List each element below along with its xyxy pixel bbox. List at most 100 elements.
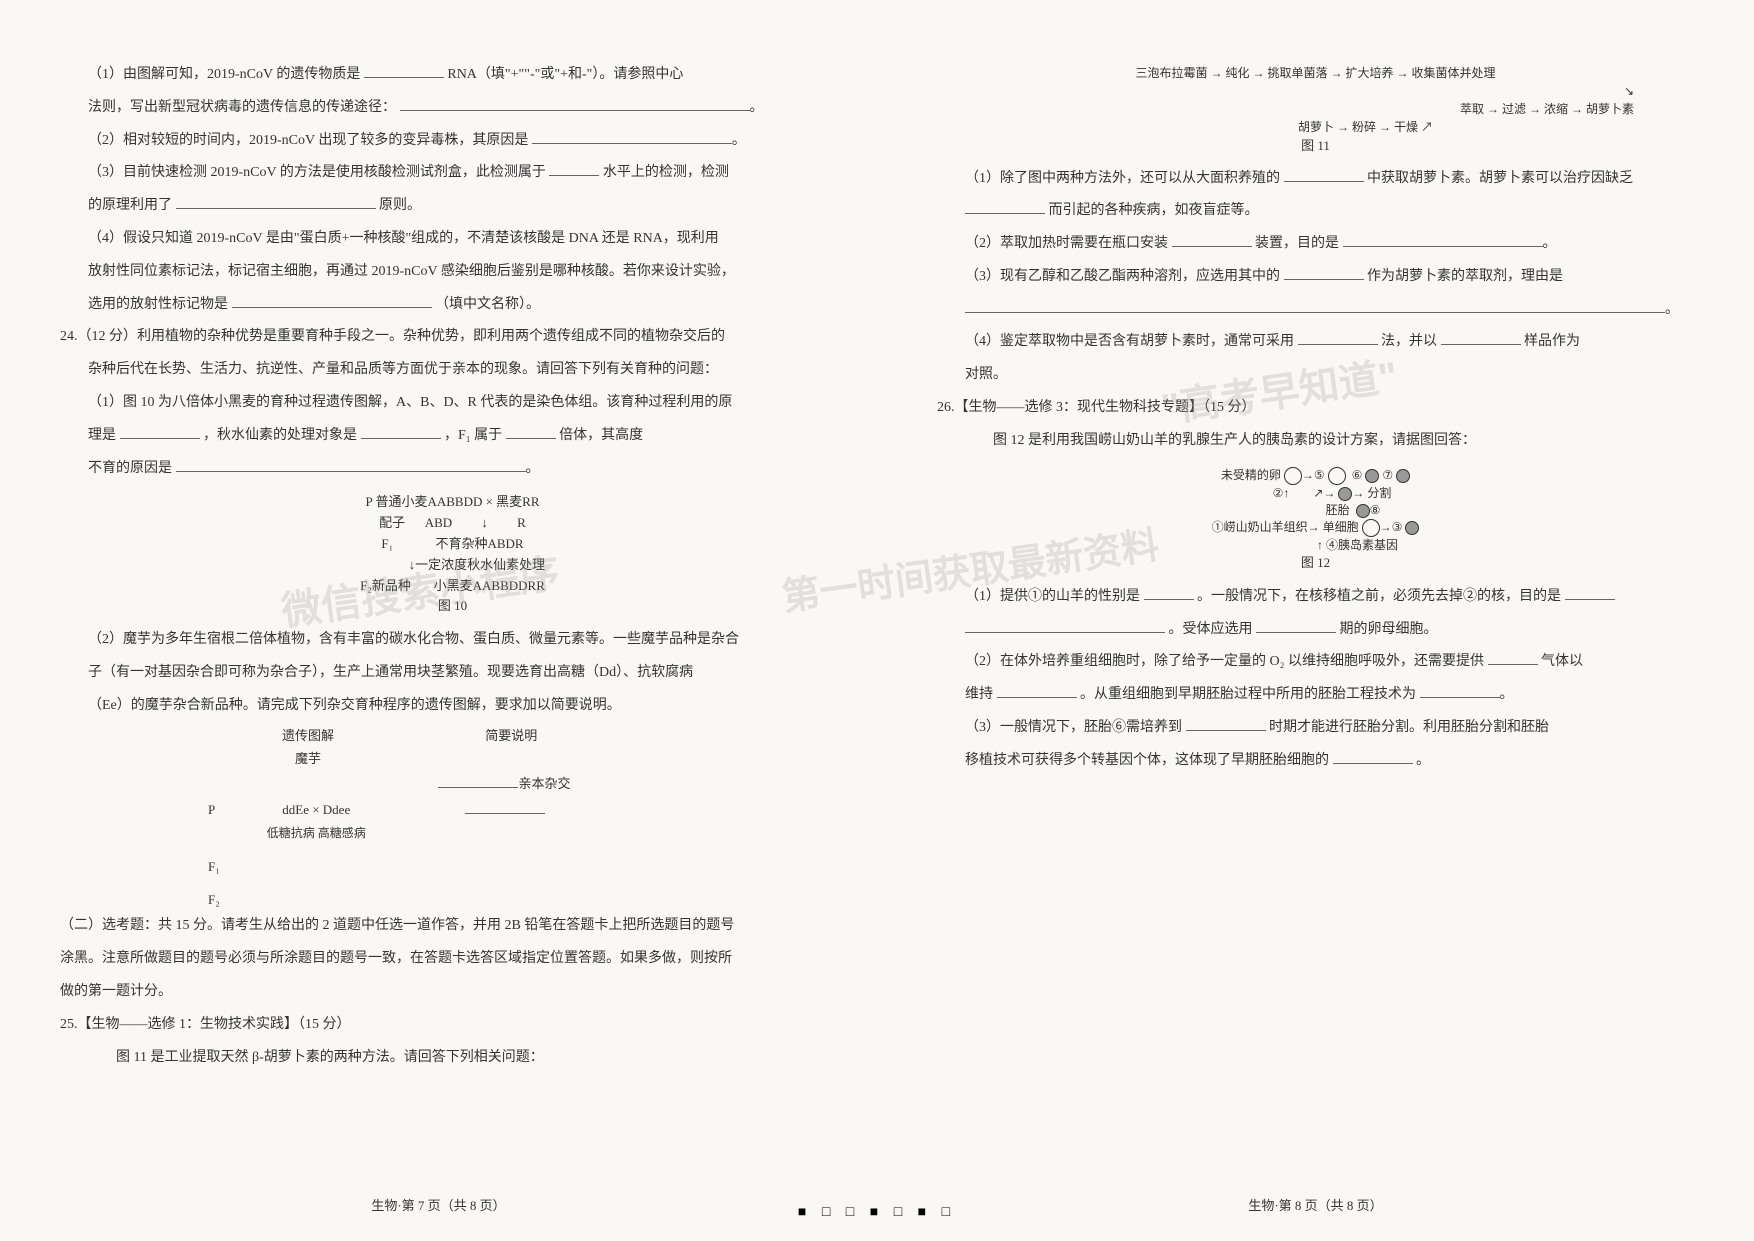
q26-1: （1）提供①的山羊的性别是 。一般情况下，在核移植之前，必须先去掉②的核，目的是 [965, 582, 1694, 613]
th1: 遗传图解 [208, 724, 408, 747]
q25-3: （3）现有乙醇和乙酸乙酯两种溶剂，应选用其中的 作为胡萝卜素的萃取剂，理由是 [965, 262, 1694, 293]
oval-icon [1362, 519, 1380, 537]
q25-4d: 对照。 [965, 360, 1694, 391]
d12-row4: ①崂山奶山羊组织→ 单细胞 →③ [937, 519, 1694, 537]
q25-intro: 图 11 是工业提取天然 β-胡萝卜素的两种方法。请回答下列相关问题： [60, 1043, 817, 1074]
text: ，F₁ 属于 [444, 428, 502, 443]
blank [1333, 746, 1413, 764]
blank [438, 770, 518, 788]
table-row0: 魔芋 [208, 747, 817, 770]
q24-block: （1）图 10 为八倍体小黑麦的育种过程遗传图解，A、B、D、R 代表的是染色体… [60, 388, 817, 912]
blank [400, 93, 750, 111]
blank [1144, 582, 1194, 600]
q26-1c: 。受体应选用 期的卵母细胞。 [965, 615, 1694, 646]
section2-h3: 做的第一题计分。 [60, 977, 817, 1008]
d12-row5: ↑ ④胰岛素基因 [937, 537, 1694, 554]
r1b: ddEe × Ddee [231, 798, 401, 821]
text: （3）目前快速检测 2019-nCoV 的方法是使用核酸检测试剂盒，此检测属于 [88, 165, 546, 180]
q26-2: （2）在体外培养重组细胞时，除了给予一定量的 O₂ 以维持细胞呼吸外，还需要提供… [965, 647, 1694, 678]
text: 而引起的各种疾病，如夜盲症等。 [1049, 203, 1259, 218]
blank [1186, 713, 1266, 731]
text: ，秋水仙素的处理对象是 [203, 428, 357, 443]
label: F₂新品种 [360, 578, 411, 593]
q25-4: （4）鉴定萃取物中是否含有胡萝卜素时，通常可采用 法，并以 样品作为 [965, 327, 1694, 358]
text: 选用的放射性标记物是 [88, 297, 228, 312]
oval-icon [1284, 467, 1302, 485]
q26-intro: 图 12 是利用我国崂山奶山羊的乳腺生产人的胰岛素的设计方案，请据图回答： [937, 426, 1694, 457]
q23-2: （2）相对较短的时间内，2019-nCoV 出现了较多的变异毒株，其原因是 。 [88, 126, 817, 157]
d11-r2: ↘萃取 → 过滤 → 浓缩 → 胡萝卜素 [937, 82, 1694, 118]
text: 时期才能进行胚胎分割。利用胚胎分割和胚胎 [1269, 720, 1549, 735]
circle-icon [1338, 487, 1352, 501]
page-marks: ■ □ □ ■ □ ■ □ [798, 1205, 956, 1221]
blank [1284, 164, 1364, 182]
q23-1a: （1）由图解可知，2019-nCoV 的遗传物质是 RNA（填"+""-"或"+… [88, 60, 817, 91]
circle-icon [1396, 469, 1410, 483]
q24-2a: （2）魔芋为多年生宿根二倍体植物，含有丰富的碳水化合物、蛋白质、微量元素等。一些… [88, 625, 817, 656]
blank [506, 421, 556, 439]
r3: F₂ [208, 888, 228, 911]
q26-3: （3）一般情况下，胚胎⑥需培养到 时期才能进行胚胎分割。利用胚胎分割和胚胎 [965, 713, 1694, 744]
table-row1: P ddEe × Ddee 亲本杂交 [208, 770, 817, 821]
table-header: 遗传图解 简要说明 [208, 724, 817, 747]
blank [1565, 582, 1615, 600]
r1c: 低糖抗病 高糖感病 [231, 823, 401, 845]
blank [1256, 615, 1336, 633]
blank [965, 295, 1665, 313]
text: 移植技术可获得多个转基因个体，这体现了早期胚胎细胞的 [965, 753, 1329, 768]
table-row3: F₂ [208, 888, 817, 911]
fig11-caption: 图 11 [937, 136, 1694, 156]
r2: F₁ [208, 855, 228, 878]
text: （3）一般情况下，胚胎⑥需培养到 [965, 720, 1182, 735]
q24-2b: 子（有一对基因杂合即可称为杂合子），生产上通常用块茎繁殖。现要选育出高糖（Dd）… [88, 658, 817, 689]
q26-3c: 移植技术可获得多个转基因个体，这体现了早期胚胎细胞的 。 [965, 746, 1694, 777]
q24-1b: 理是 ，秋水仙素的处理对象是 ，F₁ 属于 倍体，其高度 [88, 421, 817, 452]
blank [232, 290, 432, 308]
blank [1298, 327, 1378, 345]
blank [1343, 229, 1543, 247]
text: 作为胡萝卜素的萃取剂，理由是 [1367, 269, 1563, 284]
blank [176, 191, 376, 209]
section2-h1: （二）选考题：共 15 分。请考生从给出的 2 道题中任选一道作答，并用 2B … [60, 911, 817, 942]
text: 法，并以 [1381, 334, 1437, 349]
q25-3b: 。 [965, 295, 1694, 326]
d10-r2: 配子 ABD ↓ R [88, 513, 817, 534]
text: 理是 [88, 428, 116, 443]
text: （2）相对较短的时间内，2019-nCoV 出现了较多的变异毒株，其原因是 [88, 133, 528, 148]
text: 原则。 [379, 198, 421, 213]
q24-2c: （Ee）的魔芋杂合新品种。请完成下列杂交育种程序的遗传图解，要求加以简要说明。 [88, 691, 817, 722]
d11-r1: 三泡布拉霉菌 → 纯化 → 挑取单菌落 → 扩大培养 → 收集菌体并处理 [937, 64, 1694, 82]
text: （1）由图解可知，2019-nCoV 的遗传物质是 [88, 67, 360, 82]
fig12-caption: 图 12 [937, 554, 1694, 572]
q26-2c: 维持 。从重组细胞到早期胚胎过程中所用的胚胎工程技术为 。 [965, 680, 1694, 711]
blank [965, 615, 1165, 633]
text: 维持 [965, 687, 993, 702]
text: 期的卵母细胞。 [1340, 622, 1438, 637]
text: （4）鉴定萃取物中是否含有胡萝卜素时，通常可采用 [965, 334, 1294, 349]
figure-11: 三泡布拉霉菌 → 纯化 → 挑取单菌落 → 扩大培养 → 收集菌体并处理 ↘萃取… [937, 64, 1694, 156]
d10-r3: F₁ 不育杂种ABDR [88, 534, 817, 555]
breeding-table: 遗传图解 简要说明 魔芋 P ddEe × Ddee 亲本杂交 低糖抗病 高糖感… [208, 724, 817, 912]
text: （填中文名称）。 [435, 297, 540, 312]
page-left: （1）由图解可知，2019-nCoV 的遗传物质是 RNA（填"+""-"或"+… [0, 0, 877, 1241]
d10-r1: P 普通小麦AABBDD × 黑麦RR [88, 492, 817, 513]
blank [532, 126, 732, 144]
blank [1488, 647, 1538, 665]
q23-4c: 选用的放射性标记物是 （填中文名称）。 [88, 290, 817, 321]
blank [965, 196, 1045, 214]
q24-head2: 杂种后代在长势、生活力、抗逆性、产量和品质等方面优于亲本的现象。请回答下列有关育… [60, 355, 817, 386]
q24-head: 24.（12 分）利用植物的杂种优势是重要育种手段之一。杂种优势，即利用两个遗传… [60, 322, 817, 353]
blank [176, 454, 526, 472]
text: 的原理利用了 [88, 198, 172, 213]
blank [465, 796, 545, 814]
text: （2）在体外培养重组细胞时，除了给予一定量的 O₂ 以维持细胞呼吸外，还需要提供 [965, 654, 1484, 669]
val: 一定浓度秋水仙素处理 [415, 557, 545, 572]
blank [364, 60, 444, 78]
val: 不育杂种ABDR [435, 536, 523, 551]
q26-head: 26.【生物——选修 3：现代生物科技专题】（15 分） [937, 393, 1694, 424]
text: 法则，写出新型冠状病毒的遗传信息的传递途径： [88, 100, 396, 115]
text: 气体以 [1541, 654, 1583, 669]
q25-head: 25.【生物——选修 1：生物技术实践】（15 分） [60, 1010, 817, 1041]
blank [1284, 262, 1364, 280]
q23-3c: 的原理利用了 原则。 [88, 191, 817, 222]
